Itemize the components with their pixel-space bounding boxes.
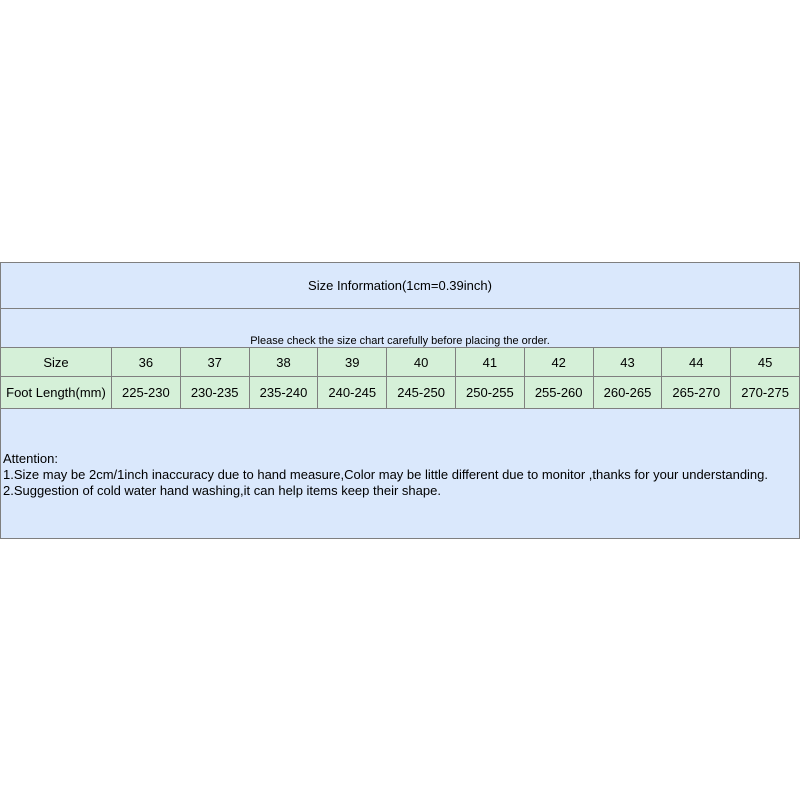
foot-length-cell: 250-255 [454, 376, 525, 409]
size-cell: 39 [317, 347, 388, 377]
foot-length-cell: 255-260 [523, 376, 594, 409]
foot-length-cell: 225-230 [111, 376, 181, 409]
foot-length-cell: 245-250 [386, 376, 456, 409]
foot-length-cell: 240-245 [317, 376, 388, 409]
size-cell: 42 [523, 347, 594, 377]
size-cell: 40 [386, 347, 456, 377]
size-cell: 36 [111, 347, 181, 377]
foot-length-row: Foot Length(mm) 225-230 230-235 235-240 240-… [0, 376, 800, 409]
size-cell: 45 [730, 347, 800, 377]
title-text: Size Information(1cm=0.39inch) [308, 278, 492, 293]
size-chart-title: Size Information(1cm=0.39inch) [0, 262, 800, 309]
foot-length-cell: 270-275 [730, 376, 800, 409]
size-cell: 41 [454, 347, 525, 377]
size-cell: 38 [248, 347, 319, 377]
attention-line: 1.Size may be 2cm/1inch inaccuracy due t… [3, 467, 769, 482]
size-cell: 37 [179, 347, 250, 377]
attention-line: 2.Suggestion of cold water hand washing,… [3, 483, 441, 498]
size-table: Size 36 37 38 39 40 41 42 43 44 45 Foot Length(mm)… [0, 347, 800, 409]
attention-heading: Attention: [3, 451, 58, 466]
foot-length-cell: 260-265 [592, 376, 663, 409]
foot-length-label: Foot Length(mm) [0, 376, 112, 409]
notice-row: Please check the size chart carefully be… [0, 308, 800, 348]
notice-text: Please check the size chart carefully be… [250, 335, 550, 347]
foot-length-cell: 235-240 [248, 376, 319, 409]
foot-length-cell: 265-270 [661, 376, 732, 409]
size-cell: 44 [661, 347, 732, 377]
attention-section: Attention: 1.Size may be 2cm/1inch inacc… [0, 408, 800, 539]
size-label: Size [0, 347, 112, 377]
size-row: Size 36 37 38 39 40 41 42 43 44 45 [0, 347, 800, 377]
size-cell: 43 [592, 347, 663, 377]
foot-length-cell: 230-235 [179, 376, 250, 409]
